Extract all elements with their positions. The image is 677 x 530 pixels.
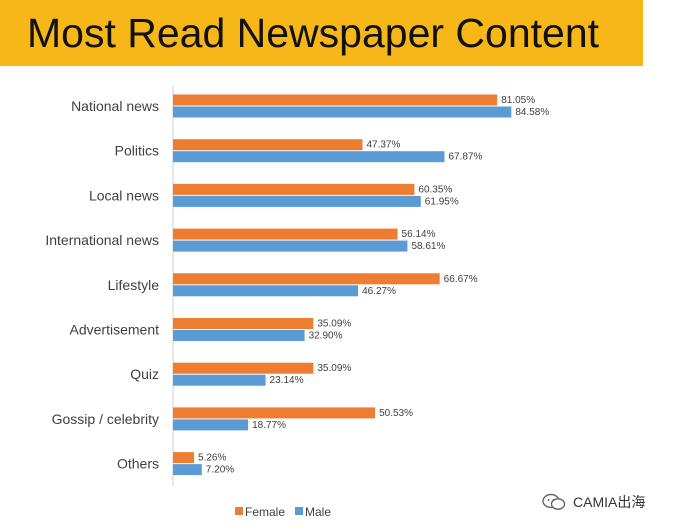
female-bar — [173, 183, 415, 195]
category-label: National news — [71, 98, 159, 114]
category-label: Local news — [89, 187, 159, 203]
male-data-label: 84.58% — [515, 107, 549, 118]
category-label: Politics — [115, 143, 159, 159]
male-data-label: 46.27% — [362, 286, 396, 297]
female-bar — [173, 407, 376, 419]
male-data-label: 18.77% — [252, 420, 286, 431]
female-data-label: 60.35% — [418, 184, 452, 195]
male-bar — [173, 106, 512, 118]
female-bar — [173, 273, 440, 285]
female-data-label: 47.37% — [366, 140, 400, 151]
watermark-text: CAMIA出海 — [573, 494, 646, 510]
male-data-label: 23.14% — [270, 375, 304, 386]
male-bar — [173, 195, 421, 207]
female-data-label: 35.09% — [317, 319, 351, 330]
female-bar — [173, 94, 498, 106]
female-bar — [173, 318, 314, 329]
category-label: Lifestyle — [108, 277, 160, 293]
watermark: CAMIA出海 — [541, 491, 645, 513]
male-bar — [173, 464, 202, 476]
female-data-label: 81.05% — [501, 95, 535, 106]
male-bar — [173, 419, 249, 431]
category-label: International news — [45, 232, 159, 248]
legend-female-swatch — [235, 507, 243, 515]
page-title: Most Read Newspaper Content — [27, 10, 600, 56]
male-data-label: 67.87% — [448, 152, 482, 163]
wechat-icon — [542, 493, 566, 510]
legend-male-swatch — [295, 507, 303, 515]
male-data-label: 7.20% — [206, 465, 234, 476]
category-label: Gossip / celebrity — [52, 411, 159, 427]
female-data-label: 35.09% — [317, 363, 351, 374]
category-label: Others — [117, 456, 159, 472]
female-bar — [173, 228, 398, 240]
legend-female-label: Female — [245, 505, 285, 519]
category-label: Quiz — [130, 366, 159, 382]
female-data-label: 50.53% — [379, 408, 413, 419]
female-bar — [173, 362, 314, 374]
title-band: Most Read Newspaper Content — [0, 0, 643, 66]
female-data-label: 66.67% — [444, 274, 478, 285]
male-bar — [173, 240, 408, 252]
female-data-label: 56.14% — [402, 229, 436, 240]
male-bar — [173, 374, 266, 386]
male-data-label: 61.95% — [425, 196, 459, 207]
male-data-label: 32.90% — [309, 331, 343, 342]
male-data-label: 58.61% — [411, 241, 445, 252]
legend-male-label: Male — [305, 505, 331, 519]
female-data-label: 5.26% — [198, 453, 226, 464]
female-bar — [173, 139, 363, 151]
male-bar — [173, 285, 359, 297]
male-bar — [173, 330, 305, 341]
male-bar — [173, 151, 445, 163]
category-label: Advertisement — [70, 322, 160, 338]
female-bar — [173, 452, 195, 464]
